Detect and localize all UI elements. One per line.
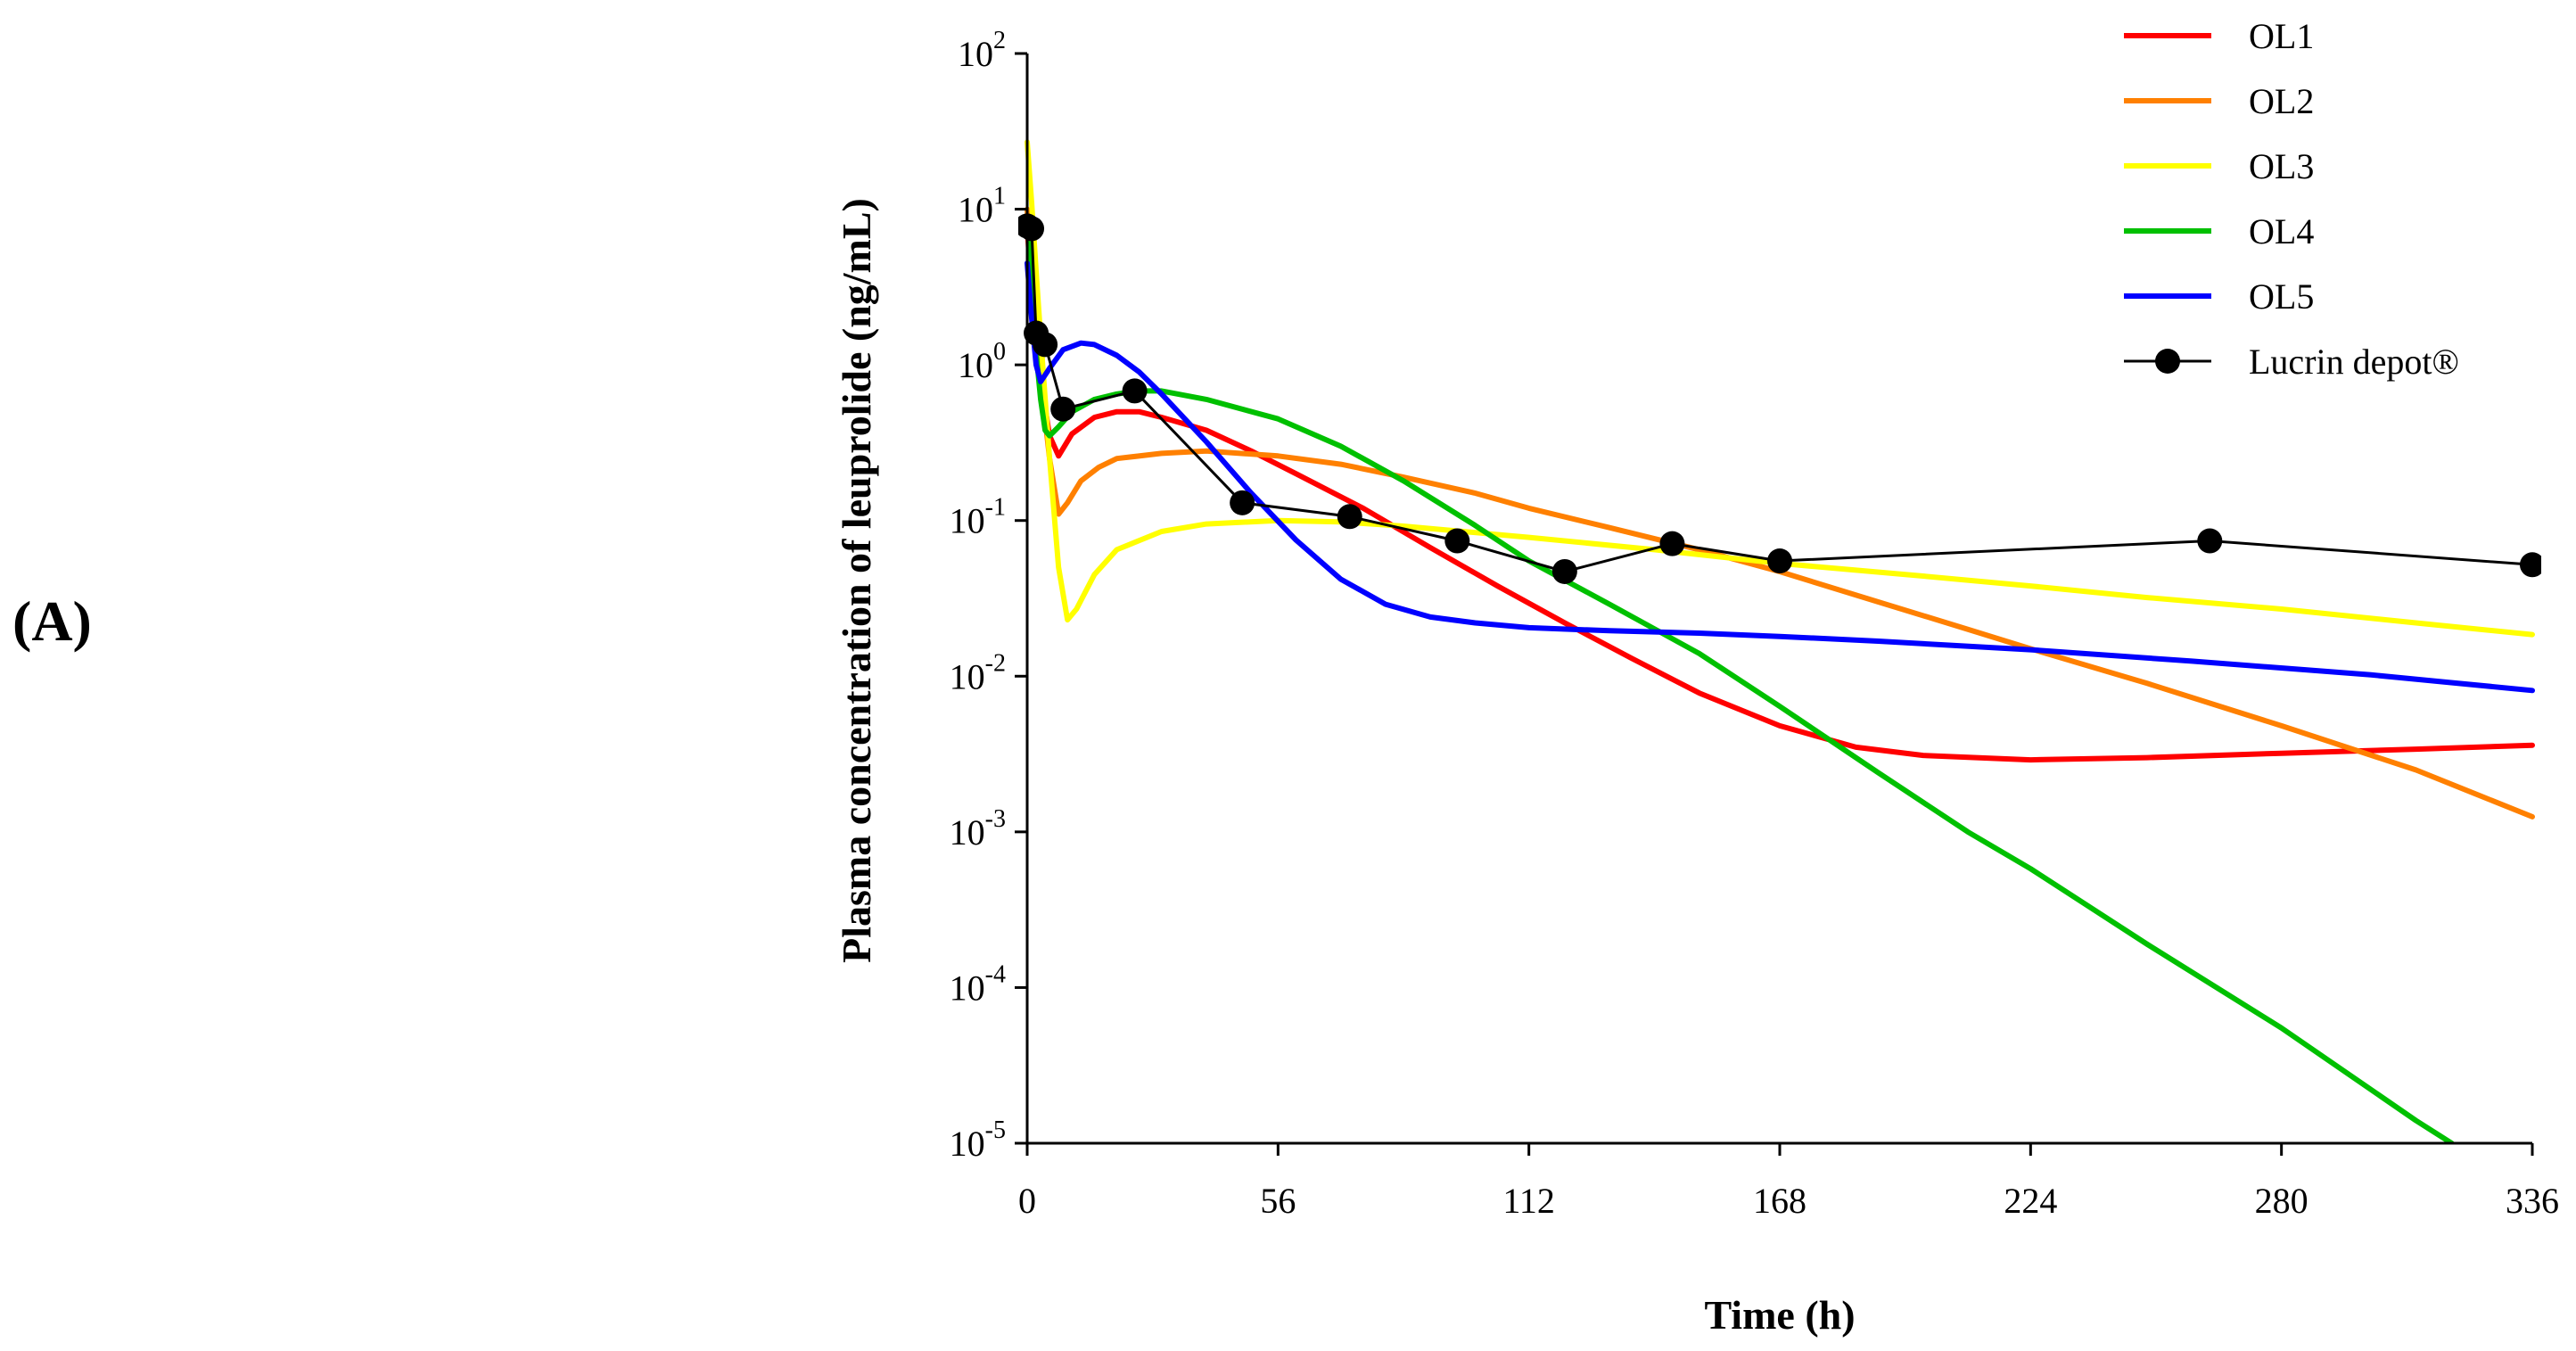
legend-item-ol3: OL3 xyxy=(2124,146,2314,186)
series-line-ol2 xyxy=(1025,206,2535,820)
legend-label: OL2 xyxy=(2249,81,2314,121)
data-point-lucrin-depot xyxy=(1551,558,1577,584)
legend: OL1 OL2 OL3 OL4 OL5 Lucrin depot® xyxy=(2124,16,2459,382)
data-point-lucrin-depot xyxy=(1444,528,1470,554)
data-point-lucrin-depot xyxy=(1230,490,1255,515)
legend-item-ol5: OL5 xyxy=(2124,276,2314,317)
x-tick-label: 336 xyxy=(2506,1181,2559,1221)
legend-label: OL4 xyxy=(2249,211,2314,251)
series-line-ol3 xyxy=(1025,139,2535,638)
data-point-lucrin-depot xyxy=(1659,531,1685,556)
legend-item-ol4: OL4 xyxy=(2124,211,2314,251)
data-point-lucrin-depot xyxy=(1019,216,1045,242)
x-axis-ticks: 0 56 112 168 224 280 336 xyxy=(1018,1143,2559,1221)
y-tick-label: 100 xyxy=(958,338,1006,385)
y-axis-ticks: 102 101 100 10-1 10-2 10-3 10-4 10-5 xyxy=(950,27,1027,1164)
x-axis-title: Time (h) xyxy=(1704,1292,1855,1338)
y-tick-label: 10-1 xyxy=(950,494,1006,541)
legend-marker xyxy=(2155,349,2180,374)
x-tick-label: 224 xyxy=(2004,1181,2057,1221)
data-point-lucrin-depot xyxy=(1337,504,1362,530)
x-tick-label: 280 xyxy=(2255,1181,2309,1221)
legend-label: Lucrin depot® xyxy=(2249,342,2459,382)
series-line-ol5 xyxy=(1025,260,2535,694)
data-point-lucrin-depot xyxy=(2197,528,2223,554)
plot-lines xyxy=(1018,139,2541,1143)
x-tick-label: 168 xyxy=(1753,1181,1806,1221)
legend-item-ol2: OL2 xyxy=(2124,81,2314,121)
data-point-lucrin-depot xyxy=(1122,378,1148,404)
x-tick-label: 0 xyxy=(1018,1181,1036,1221)
legend-label: OL3 xyxy=(2249,146,2314,186)
legend-item-lucrin-depot: Lucrin depot® xyxy=(2124,342,2459,382)
data-point-lucrin-depot xyxy=(1050,396,1076,422)
x-tick-label: 112 xyxy=(1502,1181,1555,1221)
y-tick-label: 102 xyxy=(958,27,1006,74)
data-point-lucrin-depot xyxy=(1033,332,1058,358)
data-point-lucrin-depot xyxy=(2520,552,2541,578)
legend-label: OL5 xyxy=(2249,276,2314,317)
y-tick-label: 10-3 xyxy=(950,805,1006,853)
series-line-ol4 xyxy=(1025,213,2455,1143)
series-line-ol1 xyxy=(1025,221,2535,763)
data-point-lucrin-depot xyxy=(1767,548,1792,574)
y-tick-label: 10-5 xyxy=(950,1116,1006,1164)
panel-label: (A) xyxy=(12,589,92,653)
y-tick-label: 10-4 xyxy=(950,960,1006,1008)
legend-item-ol1: OL1 xyxy=(2124,16,2314,56)
y-tick-label: 10-2 xyxy=(950,649,1006,696)
legend-label: OL1 xyxy=(2249,16,2314,56)
y-axis-title: Plasma concentration of leuprolide (ng/m… xyxy=(834,198,879,963)
y-tick-label: 101 xyxy=(958,183,1006,230)
x-tick-label: 56 xyxy=(1260,1181,1296,1221)
